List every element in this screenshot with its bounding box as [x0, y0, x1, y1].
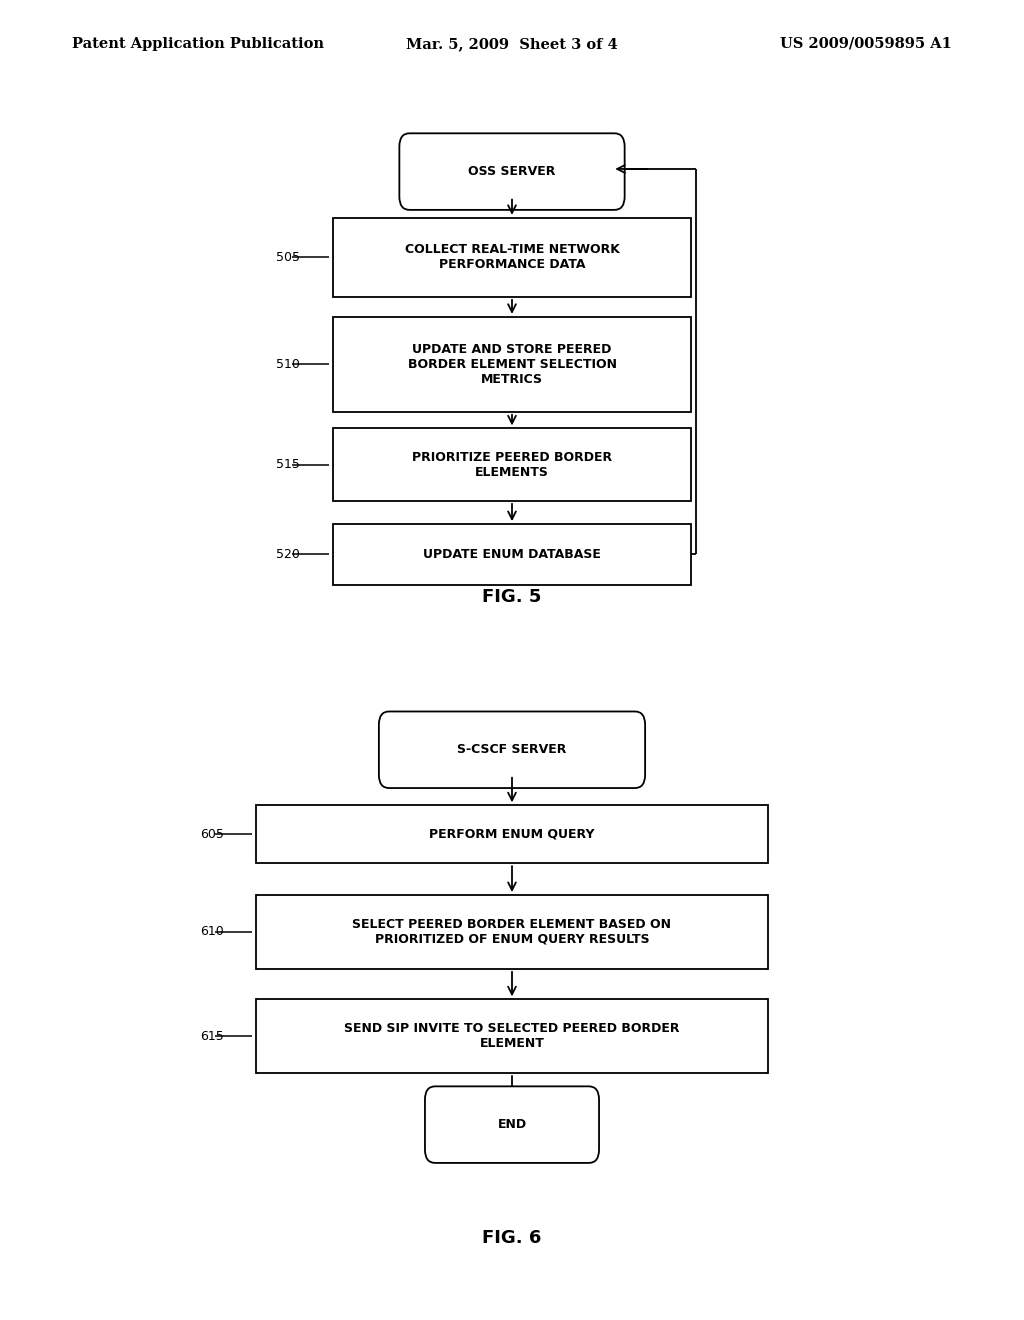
Text: PRIORITIZE PEERED BORDER
ELEMENTS: PRIORITIZE PEERED BORDER ELEMENTS [412, 450, 612, 479]
Text: 615: 615 [200, 1030, 223, 1043]
Text: 515: 515 [276, 458, 300, 471]
Text: 510: 510 [276, 358, 300, 371]
FancyBboxPatch shape [425, 1086, 599, 1163]
Bar [256, 999, 768, 1073]
Bar [256, 805, 768, 863]
Text: US 2009/0059895 A1: US 2009/0059895 A1 [780, 37, 952, 51]
Text: END: END [498, 1118, 526, 1131]
Text: 505: 505 [276, 251, 300, 264]
FancyBboxPatch shape [379, 711, 645, 788]
Text: UPDATE AND STORE PEERED
BORDER ELEMENT SELECTION
METRICS: UPDATE AND STORE PEERED BORDER ELEMENT S… [408, 343, 616, 385]
Text: 520: 520 [276, 548, 300, 561]
Bar [333, 317, 691, 412]
Bar [333, 428, 691, 500]
Text: S-CSCF SERVER: S-CSCF SERVER [458, 743, 566, 756]
Text: OSS SERVER: OSS SERVER [468, 165, 556, 178]
Text: SEND SIP INVITE TO SELECTED PEERED BORDER
ELEMENT: SEND SIP INVITE TO SELECTED PEERED BORDE… [344, 1022, 680, 1051]
Bar [333, 524, 691, 585]
FancyBboxPatch shape [399, 133, 625, 210]
Text: COLLECT REAL-TIME NETWORK
PERFORMANCE DATA: COLLECT REAL-TIME NETWORK PERFORMANCE DA… [404, 243, 620, 272]
Text: 605: 605 [200, 828, 223, 841]
Text: 610: 610 [200, 925, 223, 939]
Text: Patent Application Publication: Patent Application Publication [72, 37, 324, 51]
Bar [256, 895, 768, 969]
Text: FIG. 6: FIG. 6 [482, 1229, 542, 1247]
Text: UPDATE ENUM DATABASE: UPDATE ENUM DATABASE [423, 548, 601, 561]
Text: PERFORM ENUM QUERY: PERFORM ENUM QUERY [429, 828, 595, 841]
Bar [333, 218, 691, 297]
Text: SELECT PEERED BORDER ELEMENT BASED ON
PRIORITIZED OF ENUM QUERY RESULTS: SELECT PEERED BORDER ELEMENT BASED ON PR… [352, 917, 672, 946]
Text: Mar. 5, 2009  Sheet 3 of 4: Mar. 5, 2009 Sheet 3 of 4 [407, 37, 617, 51]
Text: FIG. 5: FIG. 5 [482, 587, 542, 606]
